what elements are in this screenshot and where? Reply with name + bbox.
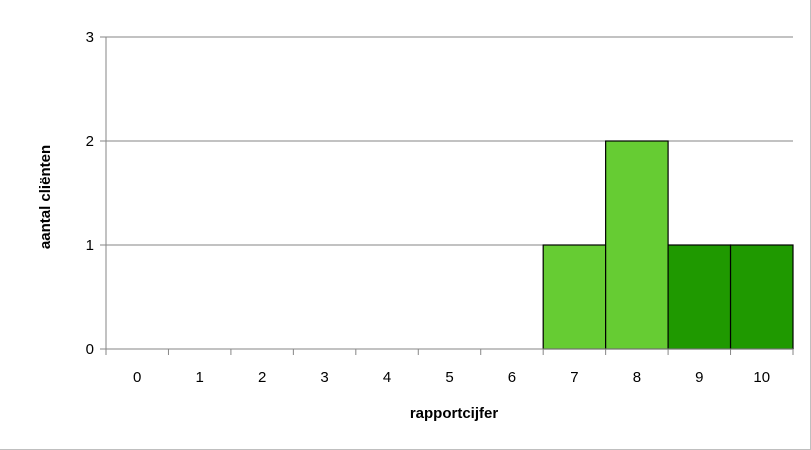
x-tick-label: 6	[508, 369, 516, 386]
y-tick-label: 2	[86, 133, 94, 150]
bar-8	[605, 140, 669, 350]
x-tick-label: 10	[753, 369, 770, 386]
x-tick-label: 2	[258, 369, 266, 386]
bar-9	[667, 244, 732, 350]
y-tick-label: 3	[86, 29, 94, 46]
x-tick-label: 1	[196, 369, 204, 386]
x-tick-label: 9	[695, 369, 703, 386]
y-tick-label: 1	[86, 237, 94, 254]
bars	[542, 140, 794, 350]
x-axis-title: rapportcijfer	[410, 405, 499, 422]
x-tick-label: 0	[133, 369, 141, 386]
x-tick-label: 3	[320, 369, 328, 386]
x-tick-labels: 0 1 2 3 4 5 6 7 8 9 10	[133, 369, 770, 386]
x-tick-label: 7	[570, 369, 578, 386]
bar-7	[542, 244, 607, 350]
y-tick-labels: 0 1 2 3	[86, 29, 94, 358]
x-tick-label: 8	[633, 369, 641, 386]
y-tick-label: 0	[86, 341, 94, 358]
y-axis-title: aantal cliënten	[37, 145, 54, 249]
x-tick-label: 4	[383, 369, 391, 386]
x-tick-label: 5	[445, 369, 453, 386]
bar-10	[729, 244, 794, 350]
axes	[105, 37, 794, 355]
